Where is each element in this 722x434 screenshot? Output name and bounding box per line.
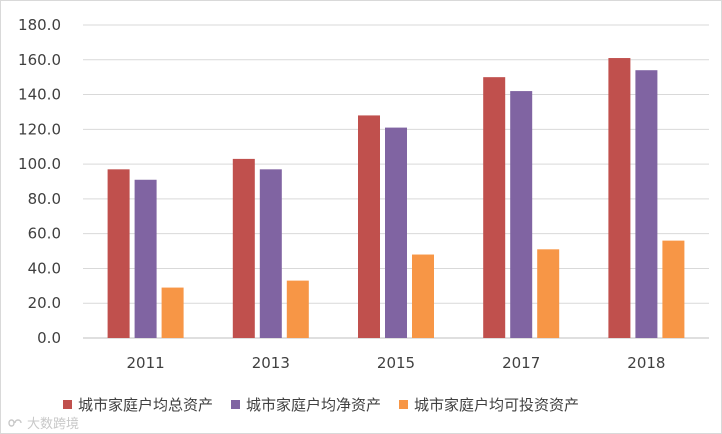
legend-item-investable-assets: 城市家庭户均可投资资产 — [399, 394, 579, 415]
y-tick-label: 20.0 — [28, 294, 61, 312]
chart-legend: 城市家庭户均总资产 城市家庭户均净资产 城市家庭户均可投资资产 — [63, 393, 713, 415]
x-tick-label: 2011 — [127, 354, 165, 372]
bar-2015-series-2 — [412, 254, 434, 338]
legend-swatch — [63, 399, 72, 409]
x-tick-label: 2018 — [627, 354, 665, 372]
y-axis-tick-labels: 0.0 20.0 40.0 60.0 80.0 100.0 120.0 140.0 160.0 1… — [18, 16, 61, 347]
bar-2017-series-1 — [510, 91, 533, 338]
bar-2011-series-2 — [161, 287, 184, 338]
y-tick-label: 180.0 — [18, 16, 61, 34]
legend-swatch — [231, 399, 241, 409]
y-tick-label: 60.0 — [28, 225, 61, 243]
y-tick-label: 160.0 — [18, 51, 61, 69]
bars — [107, 58, 685, 339]
bar-2018-series-2 — [662, 240, 685, 338]
y-tick-label: 40.0 — [28, 259, 61, 277]
x-tick-label: 2015 — [377, 354, 415, 372]
bar-2011-series-1 — [134, 179, 157, 338]
legend-label: 城市家庭户均可投资资产 — [414, 395, 580, 414]
bar-2017-series-0 — [483, 77, 506, 339]
bar-2018-series-1 — [635, 70, 658, 338]
x-tick-label: 2017 — [502, 354, 540, 372]
bar-2015-series-1 — [385, 127, 407, 338]
y-tick-label: 80.0 — [28, 190, 61, 208]
logo-mark-icon — [8, 418, 22, 427]
y-tick-label: 0.0 — [37, 329, 61, 347]
x-axis-tick-labels: 2011 2013 2015 2017 2018 — [127, 354, 666, 372]
y-tick-label: 140.0 — [18, 86, 61, 104]
legend-item-net-assets: 城市家庭户均净资产 — [231, 394, 381, 415]
bar-2018-series-0 — [608, 58, 631, 339]
x-tick-label: 2013 — [252, 354, 290, 372]
legend-swatch — [399, 399, 409, 409]
legend-item-total-assets: 城市家庭户均总资产 — [63, 394, 213, 415]
bar-2017-series-2 — [537, 249, 560, 338]
bar-2013-series-1 — [259, 169, 282, 338]
bar-2011-series-0 — [107, 169, 130, 338]
bar-2015-series-0 — [358, 115, 380, 338]
legend-label: 城市家庭户均净资产 — [246, 395, 382, 414]
legend-label: 城市家庭户均总资产 — [78, 395, 214, 414]
bar-2013-series-2 — [286, 280, 309, 338]
bar-2013-series-0 — [232, 158, 255, 338]
watermark-text: 大数跨境 — [27, 417, 80, 432]
y-tick-label: 100.0 — [18, 155, 61, 173]
watermark: 大数跨境 — [7, 413, 79, 432]
y-tick-label: 120.0 — [18, 120, 61, 138]
